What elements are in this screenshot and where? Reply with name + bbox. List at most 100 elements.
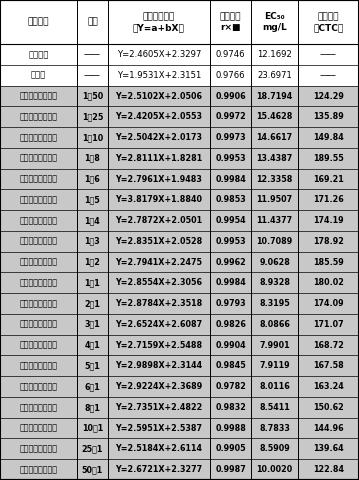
- Text: 174.19: 174.19: [313, 216, 344, 225]
- Bar: [0, 459, 359, 480]
- Bar: [0, 190, 359, 210]
- Text: 178.92: 178.92: [313, 237, 344, 246]
- Bar: [0, 85, 359, 107]
- Text: 163.24: 163.24: [313, 382, 344, 391]
- Text: 23.6971: 23.6971: [257, 71, 292, 80]
- Text: 12.3358: 12.3358: [256, 175, 293, 183]
- Text: 硫辛酰胺：霜霉威: 硫辛酰胺：霜霉威: [20, 154, 57, 163]
- Text: 150.62: 150.62: [313, 403, 344, 412]
- Text: 硫辛酰胺：霜霉威: 硫辛酰胺：霜霉威: [20, 424, 57, 432]
- Text: 149.84: 149.84: [313, 133, 344, 142]
- Bar: [0, 356, 359, 376]
- Text: Y=2.5042X+2.0173: Y=2.5042X+2.0173: [115, 133, 202, 142]
- Text: 3：1: 3：1: [85, 320, 100, 329]
- Text: 0.9988: 0.9988: [215, 424, 246, 432]
- Text: Y=2.4605X+2.3297: Y=2.4605X+2.3297: [117, 50, 201, 59]
- Text: 10：1: 10：1: [82, 424, 103, 432]
- Bar: [0, 44, 359, 65]
- Text: 0.9973: 0.9973: [215, 133, 246, 142]
- Text: 1：1: 1：1: [85, 278, 100, 288]
- Text: Y=2.8554X+2.3056: Y=2.8554X+2.3056: [115, 278, 202, 288]
- Text: 硫辛酰胺：霜霉威: 硫辛酰胺：霜霉威: [20, 341, 57, 349]
- Text: 1：50: 1：50: [82, 92, 103, 100]
- Text: 180.02: 180.02: [313, 278, 344, 288]
- Text: 8.3195: 8.3195: [259, 299, 290, 308]
- Text: 14.6617: 14.6617: [257, 133, 293, 142]
- Bar: [0, 397, 359, 418]
- Text: 174.09: 174.09: [313, 299, 344, 308]
- Text: 霜霉威: 霜霉威: [31, 71, 46, 80]
- Text: 硫辛酰胺：霜霉威: 硫辛酰胺：霜霉威: [20, 361, 57, 371]
- Bar: [0, 293, 359, 314]
- Bar: [0, 231, 359, 252]
- Text: 毒力回归方程
（Y=a+bX）: 毒力回归方程 （Y=a+bX）: [133, 12, 185, 32]
- Text: 配比: 配比: [87, 18, 98, 26]
- Text: Y=2.7941X+2.2475: Y=2.7941X+2.2475: [115, 258, 202, 266]
- Text: 167.58: 167.58: [313, 361, 344, 371]
- Text: 0.9984: 0.9984: [215, 278, 246, 288]
- Text: 8.5411: 8.5411: [259, 403, 290, 412]
- Text: 171.26: 171.26: [313, 195, 344, 204]
- Text: 0.9793: 0.9793: [215, 299, 246, 308]
- Text: 0.9845: 0.9845: [215, 361, 246, 371]
- Text: 1：3: 1：3: [85, 237, 100, 246]
- Text: 0.9984: 0.9984: [215, 175, 246, 183]
- Text: 1：25: 1：25: [82, 112, 103, 121]
- Text: 0.9746: 0.9746: [216, 50, 246, 59]
- Text: 硫辛酰胺：霜霉威: 硫辛酰胺：霜霉威: [20, 92, 57, 100]
- Text: 0.9832: 0.9832: [215, 403, 246, 412]
- Text: 12.1692: 12.1692: [257, 50, 292, 59]
- Text: 189.55: 189.55: [313, 154, 344, 163]
- Bar: [0, 0, 359, 44]
- Text: 4：1: 4：1: [85, 341, 100, 349]
- Text: 0.9954: 0.9954: [215, 216, 246, 225]
- Text: 硫辛酰胺：霜霉威: 硫辛酰胺：霜霉威: [20, 382, 57, 391]
- Text: 10.7089: 10.7089: [257, 237, 293, 246]
- Text: 1：8: 1：8: [84, 154, 101, 163]
- Text: 8.0866: 8.0866: [259, 320, 290, 329]
- Bar: [0, 252, 359, 273]
- Text: 124.29: 124.29: [313, 92, 344, 100]
- Text: 硫辛酰胺：霜霉威: 硫辛酰胺：霜霉威: [20, 216, 57, 225]
- Bar: [0, 148, 359, 168]
- Text: Y=2.8784X+2.3518: Y=2.8784X+2.3518: [115, 299, 202, 308]
- Text: 0.9953: 0.9953: [215, 154, 246, 163]
- Text: 硫辛酰胺：霜霉威: 硫辛酰胺：霜霉威: [20, 258, 57, 266]
- Text: 122.84: 122.84: [313, 465, 344, 474]
- Text: Y=2.8351X+2.0528: Y=2.8351X+2.0528: [115, 237, 202, 246]
- Text: Y=2.5102X+2.0506: Y=2.5102X+2.0506: [115, 92, 202, 100]
- Text: 2：1: 2：1: [84, 299, 101, 308]
- Text: Y=2.8111X+1.8281: Y=2.8111X+1.8281: [115, 154, 202, 163]
- Text: 硫辛酰胺：霜霉威: 硫辛酰胺：霜霉威: [20, 465, 57, 474]
- Text: Y=2.7872X+2.0501: Y=2.7872X+2.0501: [115, 216, 202, 225]
- Text: 8.9328: 8.9328: [259, 278, 290, 288]
- Text: 144.96: 144.96: [313, 424, 344, 432]
- Bar: [0, 439, 359, 459]
- Text: ——: ——: [84, 50, 101, 59]
- Text: 硫辛酰胺：霜霉威: 硫辛酰胺：霜霉威: [20, 320, 57, 329]
- Text: 硫辛酰胺：霜霉威: 硫辛酰胺：霜霉威: [20, 299, 57, 308]
- Text: Y=2.7159X+2.5488: Y=2.7159X+2.5488: [115, 341, 202, 349]
- Text: Y=3.8179X+1.8840: Y=3.8179X+1.8840: [115, 195, 202, 204]
- Text: 硫辛酰胺：霜霉威: 硫辛酰胺：霜霉威: [20, 195, 57, 204]
- Bar: [0, 273, 359, 293]
- Text: Y=2.6524X+2.6087: Y=2.6524X+2.6087: [115, 320, 202, 329]
- Text: 168.72: 168.72: [313, 341, 344, 349]
- Text: 11.4377: 11.4377: [257, 216, 293, 225]
- Text: 0.9766: 0.9766: [216, 71, 246, 80]
- Text: 0.9905: 0.9905: [215, 444, 246, 454]
- Text: 8.0116: 8.0116: [259, 382, 290, 391]
- Text: 15.4628: 15.4628: [256, 112, 293, 121]
- Text: Y=2.9224X+2.3689: Y=2.9224X+2.3689: [115, 382, 202, 391]
- Text: Y=2.4205X+2.0553: Y=2.4205X+2.0553: [115, 112, 202, 121]
- Text: 10.0020: 10.0020: [257, 465, 293, 474]
- Text: 0.9904: 0.9904: [215, 341, 246, 349]
- Text: 共毒系数
（CTC）: 共毒系数 （CTC）: [313, 12, 344, 32]
- Text: 8.7833: 8.7833: [259, 424, 290, 432]
- Text: ——: ——: [320, 50, 337, 59]
- Text: 硫辛酰胺：霜霉威: 硫辛酰胺：霜霉威: [20, 112, 57, 121]
- Text: 0.9782: 0.9782: [215, 382, 246, 391]
- Text: 硫辛酰胺：霜霉威: 硫辛酰胺：霜霉威: [20, 444, 57, 454]
- Text: Y=1.9531X+2.3151: Y=1.9531X+2.3151: [117, 71, 201, 80]
- Text: 8.5909: 8.5909: [259, 444, 290, 454]
